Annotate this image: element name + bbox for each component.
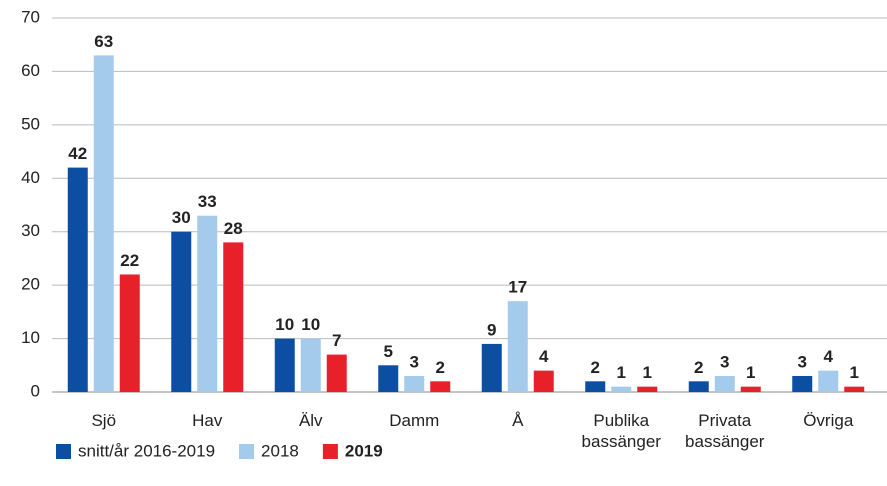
bar bbox=[637, 386, 658, 392]
y-tick-label: 50 bbox=[21, 114, 40, 133]
value-label: 1 bbox=[850, 363, 859, 382]
y-tick-label: 30 bbox=[21, 221, 40, 240]
bar bbox=[197, 215, 218, 392]
value-label: 10 bbox=[275, 315, 294, 334]
value-label: 2 bbox=[591, 358, 600, 377]
bar bbox=[119, 274, 140, 392]
bar bbox=[404, 375, 425, 392]
x-tick-label: Älv bbox=[298, 411, 323, 430]
y-tick-label: 0 bbox=[31, 381, 40, 400]
bar bbox=[792, 375, 813, 392]
y-tick-label: 40 bbox=[21, 168, 40, 187]
value-label: 3 bbox=[410, 352, 419, 371]
bar bbox=[223, 242, 244, 392]
bar bbox=[688, 381, 709, 392]
y-tick-label: 70 bbox=[21, 7, 40, 26]
value-label: 17 bbox=[508, 278, 527, 297]
value-label: 42 bbox=[68, 144, 87, 163]
x-tick-label: Damm bbox=[389, 411, 440, 430]
bar bbox=[714, 375, 735, 392]
value-label: 10 bbox=[301, 315, 320, 334]
bar bbox=[740, 386, 761, 392]
x-tick-label: Å bbox=[512, 411, 524, 430]
value-label: 3 bbox=[798, 352, 807, 371]
bar bbox=[585, 381, 606, 392]
bar bbox=[844, 386, 865, 392]
bar bbox=[300, 338, 321, 392]
value-label: 2 bbox=[694, 358, 703, 377]
bar bbox=[533, 370, 554, 392]
value-label: 4 bbox=[824, 347, 834, 366]
bar bbox=[611, 386, 632, 392]
legend-label: 2019 bbox=[345, 441, 383, 460]
bar bbox=[274, 338, 295, 392]
value-label: 5 bbox=[384, 342, 393, 361]
bar bbox=[818, 370, 839, 392]
value-label: 28 bbox=[224, 219, 243, 238]
value-label: 63 bbox=[94, 32, 113, 51]
value-label: 1 bbox=[746, 363, 755, 382]
legend-label: snitt/år 2016-2019 bbox=[78, 441, 215, 460]
value-label: 30 bbox=[172, 208, 191, 227]
bar bbox=[481, 343, 502, 392]
value-label: 2 bbox=[436, 358, 445, 377]
value-label: 4 bbox=[539, 347, 549, 366]
x-tick-label: Privata bassänger bbox=[685, 411, 765, 451]
bar bbox=[93, 55, 114, 393]
value-label: 3 bbox=[720, 352, 729, 371]
x-tick-label: Publika bassänger bbox=[581, 411, 661, 451]
value-label: 7 bbox=[332, 331, 341, 350]
value-label: 1 bbox=[617, 363, 626, 382]
value-label: 9 bbox=[487, 320, 496, 339]
value-label: 22 bbox=[120, 251, 139, 270]
x-tick-label: Hav bbox=[192, 411, 223, 430]
legend-label: 2018 bbox=[261, 441, 299, 460]
value-label: 33 bbox=[198, 192, 217, 211]
bar bbox=[67, 167, 88, 392]
y-tick-label: 60 bbox=[21, 61, 40, 80]
y-tick-label: 10 bbox=[21, 328, 40, 347]
y-tick-label: 20 bbox=[21, 275, 40, 294]
x-tick-label: Övriga bbox=[803, 411, 854, 430]
legend-swatch bbox=[322, 444, 338, 459]
bar bbox=[171, 231, 192, 392]
value-label: 1 bbox=[643, 363, 652, 382]
legend-swatch bbox=[239, 444, 255, 459]
bar bbox=[430, 381, 451, 392]
x-tick-label: Sjö bbox=[91, 411, 117, 430]
bar bbox=[326, 354, 347, 392]
legend-swatch bbox=[56, 444, 71, 459]
bar bbox=[507, 301, 528, 392]
bar bbox=[378, 365, 399, 392]
